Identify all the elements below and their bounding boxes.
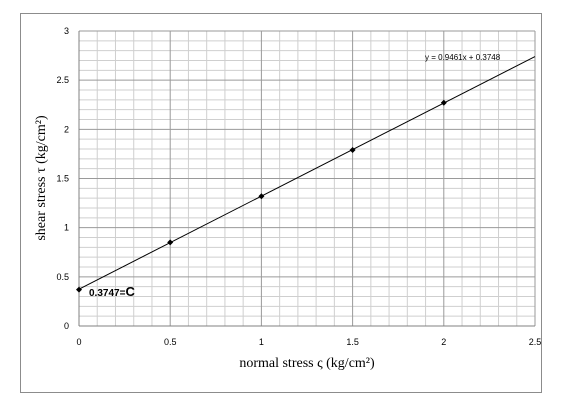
x-tick-label: 1 xyxy=(259,337,264,347)
trendline-group xyxy=(78,56,536,290)
trendline-equation: y = 0.9461x + 0.3748 xyxy=(425,53,501,62)
intercept-value: 0.3747= xyxy=(89,288,126,299)
data-point xyxy=(349,146,356,153)
y-tick-label: 2.5 xyxy=(56,75,69,85)
data-points xyxy=(76,99,447,293)
y-axis-title: shear stress τ (kg/cm²) xyxy=(34,115,49,241)
chart-svg: 0 0.5 1 1.5 2 2.5 0 0.5 1 1.5 2 2.5 3 y = 0.9461x +… xyxy=(34,26,541,371)
x-tick-label: 1.5 xyxy=(346,337,359,347)
y-tick-label: 0 xyxy=(64,321,69,331)
intercept-symbol: C xyxy=(125,284,135,299)
trendline xyxy=(78,56,536,290)
y-tick-label: 1.5 xyxy=(56,174,69,184)
x-tick-label: 2 xyxy=(441,337,446,347)
data-point xyxy=(440,99,447,106)
data-point xyxy=(76,286,82,293)
data-point xyxy=(167,239,174,246)
x-tick-labels: 0 0.5 1 1.5 2 2.5 xyxy=(76,337,541,347)
x-tick-label: 2.5 xyxy=(529,337,541,347)
chart-frame: 0 0.5 1 1.5 2 2.5 0 0.5 1 1.5 2 2.5 3 y = 0.9461x +… xyxy=(20,13,542,393)
x-axis-title: normal stress ς (kg/cm²) xyxy=(239,356,375,371)
x-tick-label: 0 xyxy=(76,337,81,347)
x-tick-label: 0.5 xyxy=(164,337,177,347)
major-grid xyxy=(78,30,536,327)
intercept-annotation: 0.3747=C xyxy=(89,284,135,299)
y-tick-label: 3 xyxy=(64,26,69,36)
data-point xyxy=(258,193,265,200)
y-tick-label: 1 xyxy=(64,223,69,233)
y-tick-label: 2 xyxy=(64,124,69,134)
axes xyxy=(78,31,535,327)
y-tick-labels: 0 0.5 1 1.5 2 2.5 3 xyxy=(56,26,69,331)
y-tick-label: 0.5 xyxy=(56,272,69,282)
